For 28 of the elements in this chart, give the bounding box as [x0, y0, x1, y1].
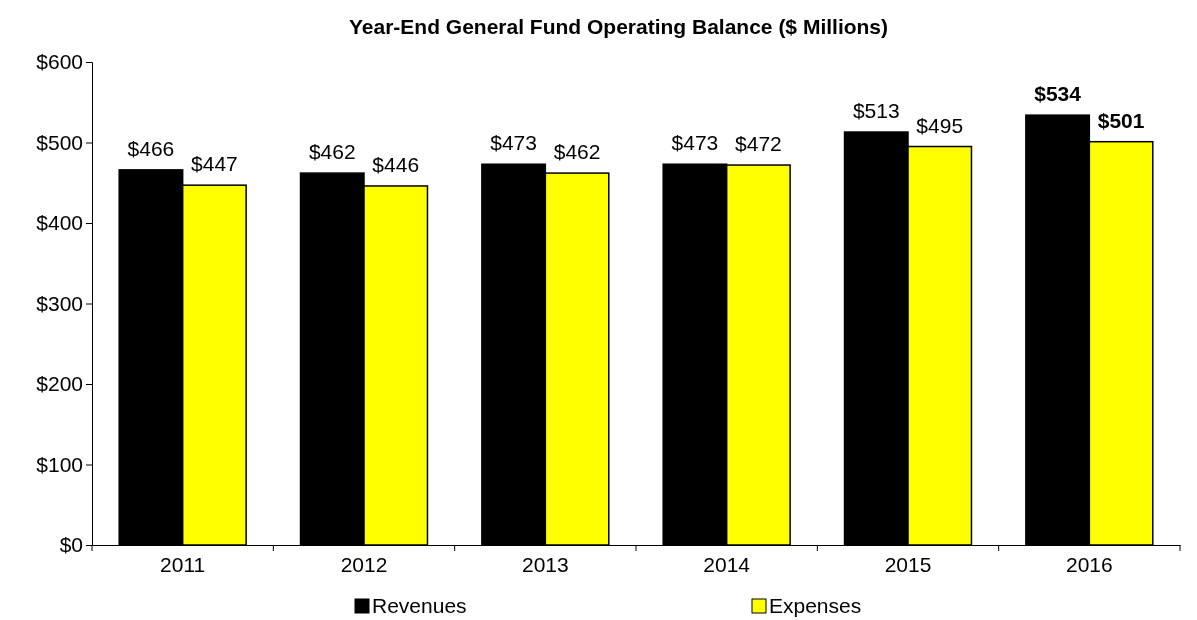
- data-label: $462: [553, 140, 601, 164]
- legend-label: Expenses: [769, 594, 862, 617]
- data-label: $534: [1034, 82, 1082, 106]
- data-label: $501: [1097, 108, 1145, 132]
- data-label: $462: [308, 140, 356, 164]
- y-tick-label: $600: [36, 50, 83, 74]
- data-label: $472: [735, 132, 782, 156]
- x-tick-label: 2016: [1065, 552, 1113, 576]
- x-tick-label: 2012: [340, 552, 388, 576]
- data-label: $473: [671, 131, 719, 155]
- x-tick-label: 2015: [884, 552, 932, 576]
- chart-title: Year-End General Fund Operating Balance ($ Millions): [348, 15, 889, 38]
- legend-label: Revenues: [372, 594, 467, 617]
- data-label: $473: [490, 131, 537, 155]
- y-tick-label: $0: [59, 533, 83, 557]
- y-tick-label: $300: [36, 291, 83, 315]
- data-label: $446: [372, 152, 420, 176]
- x-tick-label: 2014: [703, 552, 751, 576]
- x-tick-label: 2011: [160, 552, 206, 576]
- data-label: $466: [127, 136, 175, 160]
- data-label: $513: [852, 99, 900, 123]
- x-tick-label: 2013: [521, 552, 569, 576]
- data-label: $495: [916, 113, 964, 137]
- y-tick-label: $500: [36, 130, 83, 154]
- data-label: $447: [191, 152, 238, 176]
- y-tick-label: $400: [36, 211, 83, 235]
- y-tick-label: $200: [36, 372, 83, 396]
- y-tick-label: $100: [36, 452, 83, 476]
